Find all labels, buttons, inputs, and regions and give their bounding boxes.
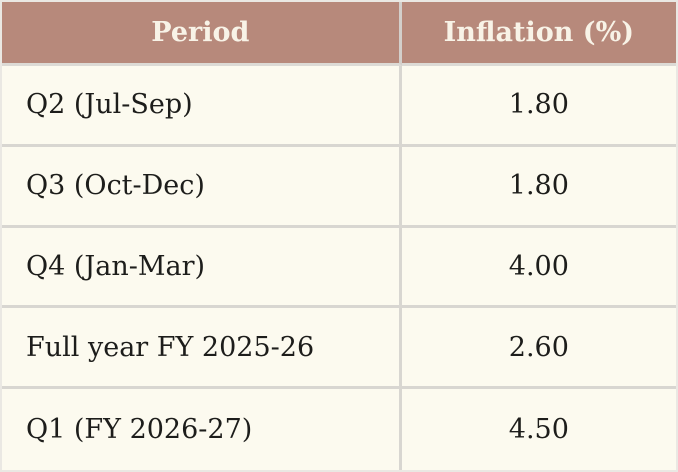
inflation-value-cell: 4.50 — [401, 389, 676, 470]
period-cell: Q4 (Jan-Mar) — [2, 227, 402, 309]
inflation-value-cell: 2.60 — [401, 308, 676, 390]
period-cell: Q1 (FY 2026-27) — [2, 389, 402, 470]
period-cell: Full year FY 2025-26 — [2, 308, 402, 390]
inflation-value-cell: 1.80 — [401, 146, 676, 228]
period-cell: Q2 (Jul-Sep) — [2, 66, 402, 147]
table-header: Period Inflation (%) — [2, 2, 676, 66]
inflation-value-cell: 4.00 — [401, 227, 676, 309]
period-cell: Q3 (Oct-Dec) — [2, 146, 402, 228]
table-body: Q2 (Jul-Sep) 1.80 Q3 (Oct-Dec) 1.80 Q4 (… — [2, 66, 676, 470]
inflation-value-cell: 1.80 — [401, 66, 676, 147]
table-row: Full year FY 2025-26 2.60 — [2, 308, 676, 390]
table-row: Q1 (FY 2026-27) 4.50 — [2, 389, 676, 470]
column-header-inflation: Inflation (%) — [401, 2, 676, 66]
table-row: Q4 (Jan-Mar) 4.00 — [2, 227, 676, 309]
header-row: Period Inflation (%) — [2, 2, 676, 66]
table-row: Q3 (Oct-Dec) 1.80 — [2, 146, 676, 228]
column-header-period: Period — [2, 2, 402, 66]
table-row: Q2 (Jul-Sep) 1.80 — [2, 66, 676, 147]
